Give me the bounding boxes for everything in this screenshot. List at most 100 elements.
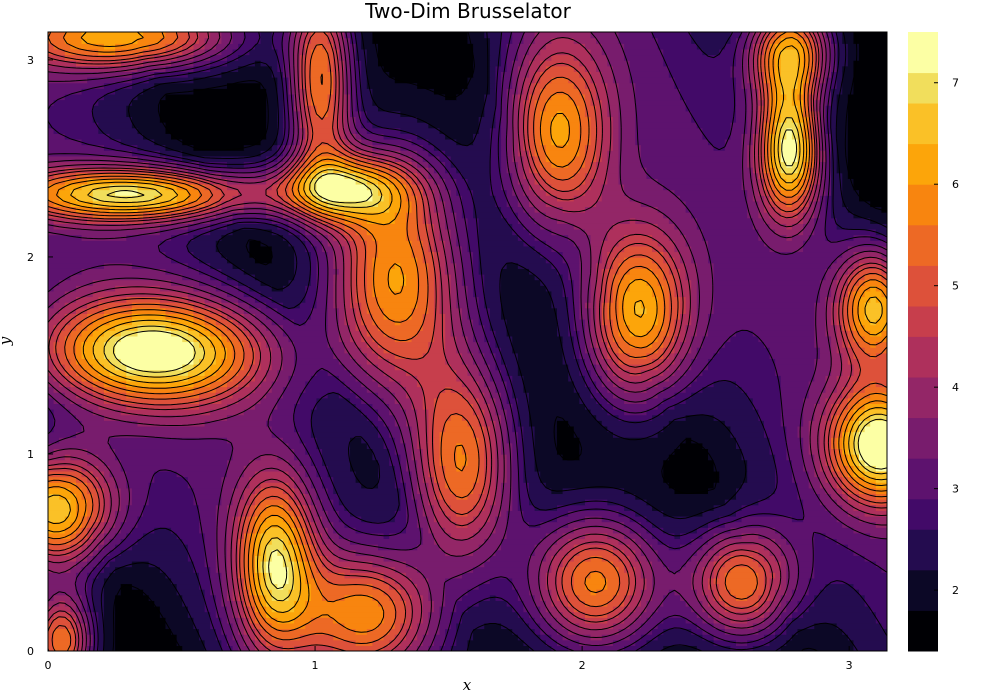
contour-band-cell <box>724 144 743 151</box>
contour-band-cell <box>75 600 83 607</box>
contour-band-cell <box>92 628 99 635</box>
contour-band-cell <box>724 499 759 506</box>
contour-band-cell <box>238 594 245 601</box>
contour-band-cell <box>199 577 211 585</box>
contour-band-cell <box>870 499 887 506</box>
contour-band-cell <box>579 268 592 275</box>
contour-band-cell <box>668 375 681 382</box>
contour-band-cell <box>847 206 883 213</box>
contour-band-cell <box>271 330 284 337</box>
contour-band-cell <box>115 521 122 528</box>
contour-band-cell <box>433 245 446 253</box>
contour-band-cell <box>512 459 519 466</box>
contour-band-cell <box>70 521 83 528</box>
contour-band-cell <box>484 448 491 455</box>
contour-band-cell <box>59 437 111 444</box>
contour-band-cell <box>478 369 491 376</box>
contour-band-cell <box>210 409 245 416</box>
contour-band-cell <box>400 161 413 168</box>
contour-band-cell <box>467 397 480 404</box>
contour-band-cell <box>322 538 334 545</box>
contour-band-cell <box>573 290 580 298</box>
contour-band-cell <box>221 189 239 196</box>
contour-band-cell <box>187 544 206 551</box>
contour-band-cell <box>70 454 99 461</box>
contour-band-cell <box>601 245 614 253</box>
contour-band-cell <box>232 605 239 613</box>
contour-band-cell <box>171 279 200 286</box>
contour-band-cell <box>372 273 390 281</box>
contour-band-cell <box>517 234 536 241</box>
contour-band-cell <box>199 510 217 517</box>
contour-band-cell <box>428 589 446 596</box>
contour-band-cell <box>478 251 541 258</box>
contour-band-cell <box>305 144 312 151</box>
contour-band-cell <box>316 493 329 500</box>
contour-band-cell <box>417 200 424 208</box>
contour-band-cell <box>350 257 357 264</box>
contour-band-cell <box>825 161 832 168</box>
contour-band-cell <box>226 589 234 596</box>
contour-band-cell <box>271 549 278 556</box>
contour-band-cell <box>299 589 312 596</box>
contour-band-cell <box>299 544 306 551</box>
contour-band-cell <box>215 212 234 219</box>
contour-band-cell <box>215 628 222 635</box>
contour-band-cell <box>473 532 491 540</box>
contour-band-cell <box>299 538 306 545</box>
contour-band-cell <box>260 364 273 371</box>
contour-band-cell <box>708 538 720 545</box>
contour-band-cell <box>75 583 88 590</box>
contour-band-cell <box>450 645 469 651</box>
contour-band-cell <box>187 212 206 219</box>
contour-band-cell <box>529 420 558 427</box>
contour-band-cell <box>489 493 497 500</box>
contour-band-cell <box>551 544 564 551</box>
contour-band-cell <box>836 268 849 275</box>
contour-band-cell <box>512 583 530 590</box>
contour-band-cell <box>70 611 77 618</box>
contour-band-cell <box>450 487 474 495</box>
contour-band-cell <box>305 318 329 326</box>
contour-band-cell <box>842 392 849 399</box>
contour-band-cell <box>668 454 709 461</box>
contour-band-cell <box>260 380 273 388</box>
contour-band-cell <box>282 127 290 134</box>
contour-band-cell <box>501 499 513 506</box>
contour-band-cell <box>819 425 827 433</box>
contour-band-cell <box>579 313 592 320</box>
contour-band-cell <box>741 532 759 540</box>
contour-band-cell <box>226 223 278 230</box>
contour-band-cell <box>87 577 94 585</box>
contour-band-cell <box>517 262 552 269</box>
contour-band-cell <box>159 150 183 157</box>
contour-band-cell <box>819 290 832 298</box>
contour-band-cell <box>652 504 715 511</box>
contour-band-cell <box>394 352 424 359</box>
contour-band-cell <box>199 178 211 185</box>
contour-band-cell <box>433 403 474 410</box>
contour-band-cell <box>294 566 301 573</box>
contour-band-cell <box>422 605 435 613</box>
contour-band-cell <box>137 206 167 213</box>
contour-band-cell <box>853 392 871 399</box>
contour-band-cell <box>120 493 133 500</box>
contour-band-cell <box>456 341 469 348</box>
contour-band-cell <box>758 183 765 191</box>
contour-band-cell <box>674 448 709 455</box>
contour-band-cell <box>803 499 821 506</box>
contour-band-cell <box>92 645 99 651</box>
contour-band-cell <box>48 403 66 410</box>
contour-band-cell <box>226 527 234 534</box>
contour-band-cell <box>64 302 88 309</box>
contour-band-cell <box>266 335 278 343</box>
contour-band-cell <box>836 116 849 123</box>
contour-band-cell <box>529 566 541 573</box>
contour-band-cell <box>344 279 351 286</box>
contour-band-cell <box>159 605 189 613</box>
contour-band-cell <box>529 645 552 651</box>
contour-band-cell <box>48 487 71 495</box>
contour-band-cell <box>221 589 228 596</box>
contour-band-cell <box>254 403 278 410</box>
contour-band-cell <box>797 189 804 196</box>
